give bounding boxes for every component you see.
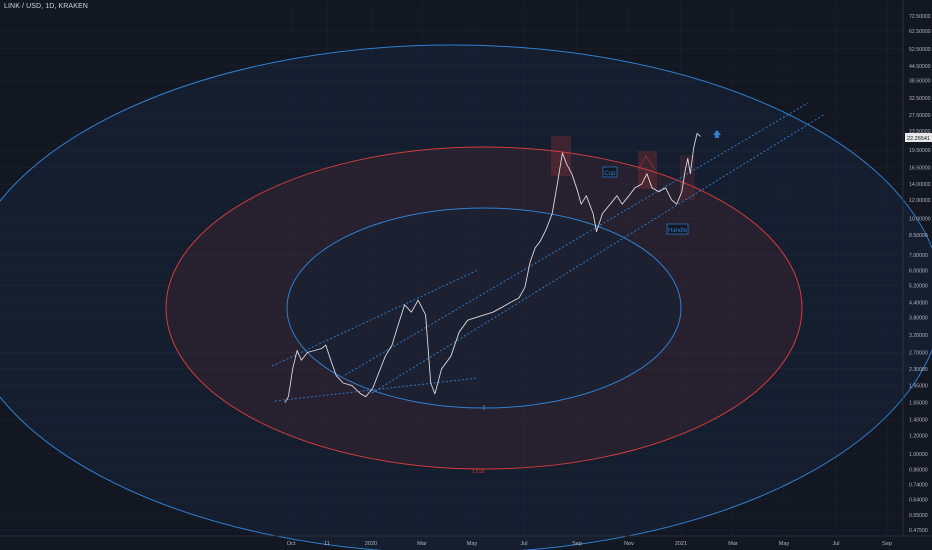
- handle-label: Handle: [668, 228, 688, 234]
- inner-blue-ellipse-tint: [287, 208, 681, 408]
- price-tick-label: 1.40000: [909, 418, 928, 424]
- trendlines[interactable]: [271, 102, 826, 402]
- price-tick-label: 0.74000: [909, 483, 928, 489]
- cup-label-box[interactable]: [602, 166, 618, 178]
- price-tick-label: 1.65000: [909, 401, 928, 407]
- price-tick-label: 5.20000: [909, 283, 928, 289]
- price-tick-label: 27.50000: [909, 113, 931, 119]
- price-tick-label: 3.20000: [909, 333, 928, 339]
- price-tick-label: 23.50000: [909, 129, 931, 135]
- price-tick-label: 1.00000: [909, 452, 928, 458]
- price-tick-label: 8.50000: [909, 233, 928, 239]
- time-tick-label: Mar: [728, 541, 738, 547]
- time-tick-label: Mar: [417, 541, 427, 547]
- time-tick-label: 2021: [675, 541, 687, 547]
- price-tick-label: 62.50000: [909, 29, 931, 35]
- upper-channel-line-2019[interactable]: [271, 269, 479, 367]
- time-tick-label: May: [467, 541, 478, 547]
- price-tick-label: 1.95000: [909, 384, 928, 390]
- time-tick-label: Sep: [572, 541, 582, 547]
- cup-left-rim-highlight[interactable]: [551, 136, 571, 176]
- ellipse-drawings[interactable]: 1.618: [0, 44, 932, 550]
- price-tick-label: 7.00000: [909, 253, 928, 259]
- price-tick-label: 4.40000: [909, 300, 928, 306]
- price-tick-label: 32.50000: [909, 96, 931, 102]
- time-tick-label: Jul: [520, 541, 527, 547]
- price-tick-label: 6.00000: [909, 269, 928, 275]
- price-tick-label: 16.50000: [909, 165, 931, 171]
- inner-blue-ellipse-fill: [287, 208, 681, 408]
- time-tick-label: May: [779, 541, 790, 547]
- price-tick-label: 52.50000: [909, 47, 931, 53]
- time-tick-label: Oct: [287, 541, 296, 547]
- price-tick-label: 2.30000: [909, 367, 928, 373]
- price-tick-label: 1.20000: [909, 433, 928, 439]
- channel-lower-main[interactable]: [371, 113, 826, 394]
- price-tick-label: 10.00000: [909, 217, 931, 223]
- price-tick-label: 3.80000: [909, 315, 928, 321]
- outer-blue-ellipse[interactable]: [0, 44, 932, 550]
- price-tick-label: 0.64000: [909, 498, 928, 504]
- price-tick-label: 2.70000: [909, 350, 928, 356]
- last-price-label: 22.26541: [907, 136, 930, 142]
- price-tick-label: 19.50000: [909, 148, 931, 154]
- symbol-header: LINK / USD, 1D, KRAKEN: [4, 3, 88, 10]
- time-tick-label: 2020: [365, 541, 377, 547]
- last-price-marker: 22.26541: [905, 133, 932, 142]
- cup-label: Cup: [604, 171, 616, 177]
- price-tick-label: 0.55000: [909, 513, 928, 519]
- price-series: [284, 132, 701, 403]
- price-tick-label: 72.50000: [909, 14, 931, 20]
- cup-right-rim-highlight[interactable]: [638, 151, 657, 189]
- price-tick-label: 0.86000: [909, 467, 928, 473]
- last-price-box: [905, 133, 932, 142]
- time-tick-label: Jul: [832, 541, 839, 547]
- time-tick-label: 11: [324, 541, 330, 547]
- time-tick-label: Nov: [624, 541, 634, 547]
- cup-rim-marker: [637, 155, 656, 171]
- channel-upper-main[interactable]: [344, 102, 809, 376]
- annotation-labels[interactable]: Cup Handle: [602, 130, 721, 235]
- handle-label-box[interactable]: [666, 223, 689, 235]
- price-tick-label: 12.00000: [909, 198, 931, 204]
- up-arrow-icon[interactable]: [713, 130, 721, 138]
- price-tick-label: 0.47500: [909, 528, 928, 534]
- time-axis[interactable]: Oct 11 2020 Mar May Jul Sep Nov 2021 Mar May Jul Sep: [0, 535, 932, 547]
- price-line-series: [284, 132, 701, 403]
- price-tick-label: 14.00000: [909, 182, 931, 188]
- fib-level-label: 1.618: [472, 469, 485, 475]
- time-tick-label: Sep: [882, 541, 892, 547]
- price-axis[interactable]: 72.50000 62.50000 52.50000 44.50000 38.50000…: [902, 0, 931, 536]
- price-tick-label: 44.50000: [909, 64, 931, 70]
- price-tick-label: 38.50000: [909, 79, 931, 85]
- red-fib-ellipse[interactable]: [165, 146, 803, 470]
